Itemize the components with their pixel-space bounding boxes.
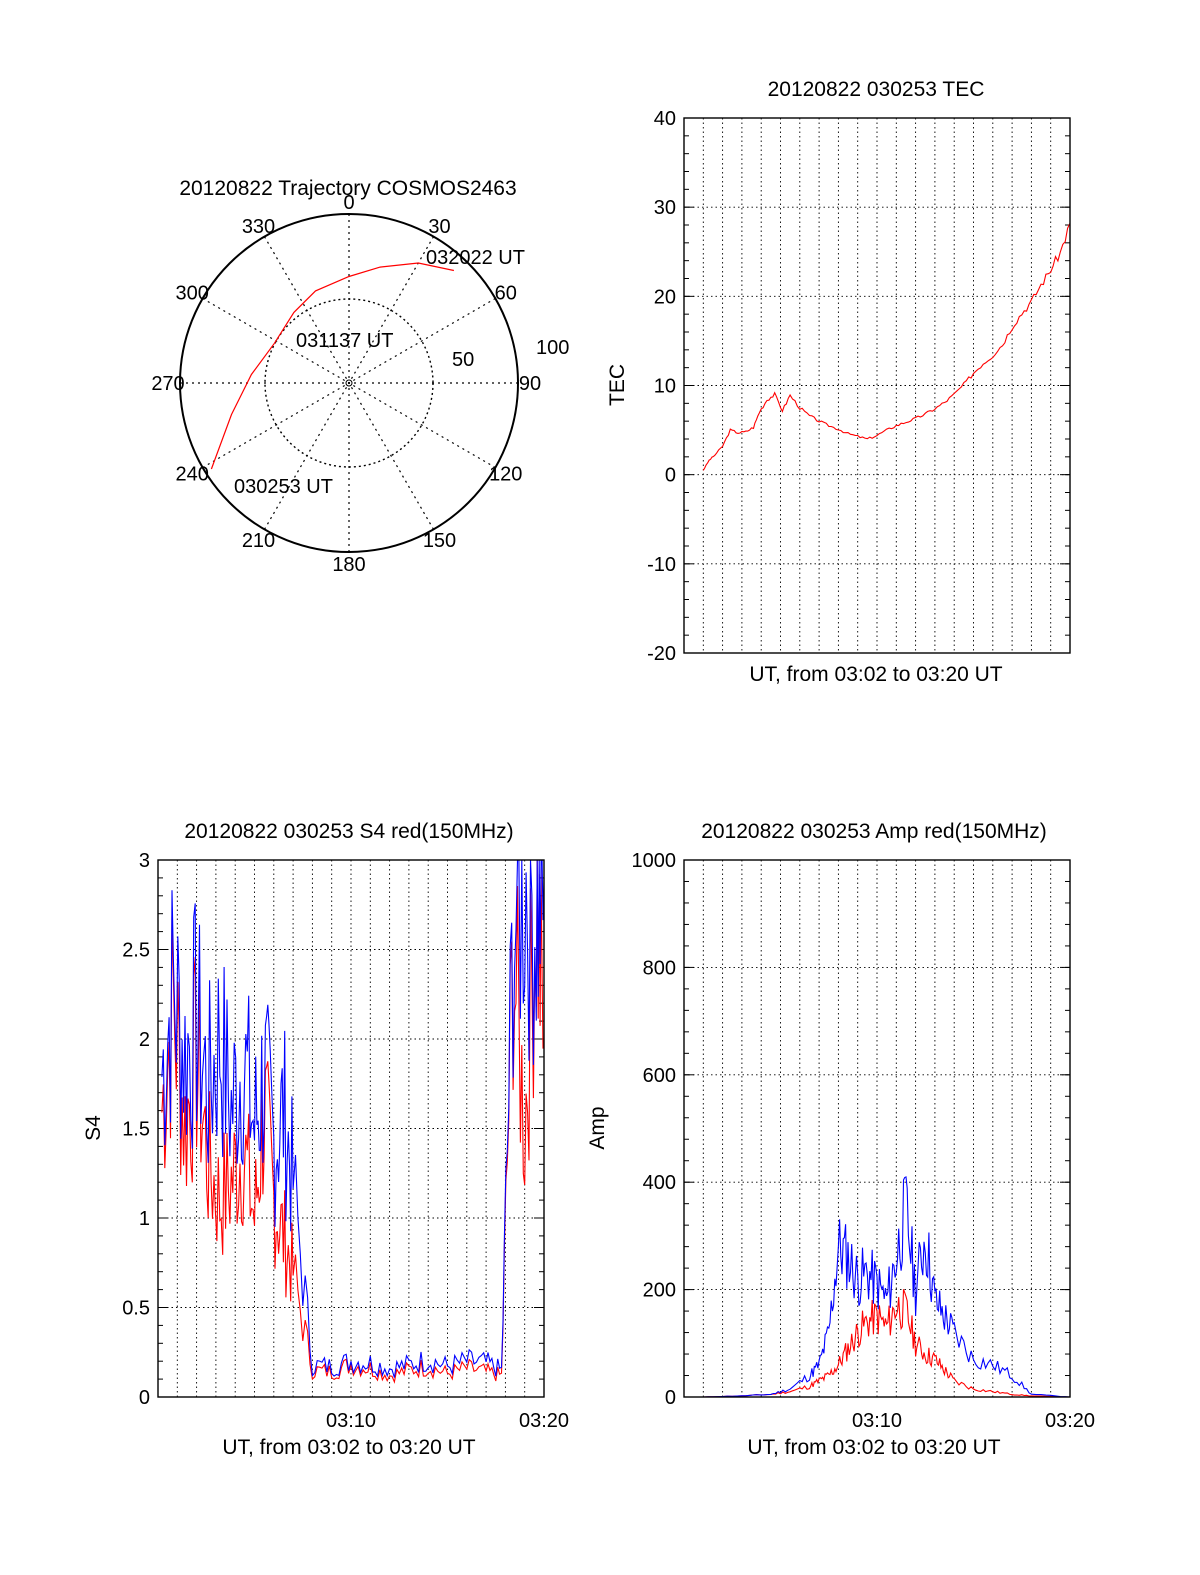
y-tick-label: 1.5 <box>122 1119 150 1141</box>
y-tick-label: -10 <box>647 554 676 576</box>
tec-title: 20120822 030253 TEC <box>768 78 985 101</box>
series-line-blue <box>703 1176 1071 1398</box>
y-tick-label: 1 <box>139 1208 150 1230</box>
y-tick-label: 2 <box>139 1029 150 1051</box>
polar-azimuth-label: 300 <box>176 283 209 305</box>
amp-ylabel: Amp <box>586 1106 609 1149</box>
y-tick-label: -20 <box>647 643 676 665</box>
tec-plot-area: -20 -10 0 10 20 30 40 <box>647 108 1071 665</box>
s4-xlabel: UT, from 03:02 to 03:20 UT <box>222 1436 475 1459</box>
series-line-red <box>161 860 545 1384</box>
y-tick-label: 40 <box>654 108 676 130</box>
y-tick-label: 30 <box>654 197 676 219</box>
amp-plot-area: 0 200 400 600 800 1000 03:10 03:20 <box>632 850 1096 1432</box>
y-tick-label: 200 <box>643 1280 676 1302</box>
y-tick-label: 800 <box>643 957 676 979</box>
y-tick-label: 400 <box>643 1172 676 1194</box>
s4-plot-area: 0 0.5 1 1.5 2 2.5 3 03:10 03:20 <box>122 850 569 1432</box>
polar-panel: 20120822 Trajectory COSMOS2463 0 30 60 90 12… <box>151 177 569 576</box>
plot-frame <box>683 117 1071 654</box>
polar-track-label-mid: 031137 UT <box>296 330 393 352</box>
y-tick-label: 0 <box>665 1387 676 1409</box>
polar-grid <box>179 213 519 553</box>
s4-title: 20120822 030253 S4 red(150MHz) <box>184 820 513 843</box>
amp-title: 20120822 030253 Amp red(150MHz) <box>701 820 1047 843</box>
tec-panel: 20120822 030253 TEC -20 -10 0 10 20 30 40 UT, … <box>606 78 1071 686</box>
polar-radial-label-50: 50 <box>452 349 474 371</box>
polar-track-label-end: 032022 UT <box>426 247 525 269</box>
polar-azimuth-label: 150 <box>423 530 456 552</box>
polar-azimuth-label: 180 <box>332 554 365 576</box>
polar-track-label-start: 030253 UT <box>234 476 333 498</box>
tec-xlabel: UT, from 03:02 to 03:20 UT <box>749 663 1002 686</box>
polar-center <box>345 379 353 387</box>
series-line-red <box>702 222 1071 471</box>
y-tick-label: 10 <box>654 376 676 398</box>
y-tick-label: 20 <box>654 286 676 308</box>
series-line-red <box>703 1289 1071 1398</box>
y-tick-label: 1000 <box>632 850 677 872</box>
polar-azimuth-label: 270 <box>151 373 184 395</box>
y-tick-label: 0 <box>139 1387 150 1409</box>
polar-azimuth-label: 0 <box>343 192 354 214</box>
polar-spoke <box>263 236 435 530</box>
amp-panel: 20120822 030253 Amp red(150MHz) 0 200 400 6… <box>586 820 1095 1459</box>
polar-trajectory-line <box>210 262 455 470</box>
polar-azimuth-label: 210 <box>242 530 275 552</box>
s4-panel: 20120822 030253 S4 red(150MHz) 0 0.5 1 1.5 2… <box>82 820 569 1459</box>
y-tick-label: 0 <box>665 465 676 487</box>
polar-azimuth-label: 330 <box>242 216 275 238</box>
polar-azimuth-label: 60 <box>495 283 517 305</box>
polar-radial-label-100: 100 <box>536 337 569 359</box>
plot-frame <box>157 859 545 1398</box>
polar-azimuth-label: 120 <box>489 464 522 486</box>
polar-azimuth-label: 90 <box>519 373 541 395</box>
x-tick-label: 03:20 <box>519 1410 569 1432</box>
x-tick-label: 03:10 <box>326 1410 376 1432</box>
tec-ylabel: TEC <box>606 364 629 406</box>
series-line-blue <box>161 859 545 1378</box>
x-tick-label: 03:20 <box>1045 1410 1095 1432</box>
polar-azimuth-labels: 0 30 60 90 120 150 180 210 240 270 300 330 <box>151 192 541 576</box>
s4-ylabel: S4 <box>82 1115 105 1141</box>
amp-xlabel: UT, from 03:02 to 03:20 UT <box>747 1436 1000 1459</box>
y-tick-label: 0.5 <box>122 1298 150 1320</box>
y-tick-label: 600 <box>643 1065 676 1087</box>
polar-title: 20120822 Trajectory COSMOS2463 <box>179 177 516 200</box>
polar-azimuth-label: 30 <box>428 216 450 238</box>
plot-frame <box>683 859 1071 1398</box>
y-tick-label: 3 <box>139 850 150 872</box>
y-tick-label: 2.5 <box>122 940 150 962</box>
polar-azimuth-label: 240 <box>176 464 209 486</box>
x-tick-label: 03:10 <box>852 1410 902 1432</box>
